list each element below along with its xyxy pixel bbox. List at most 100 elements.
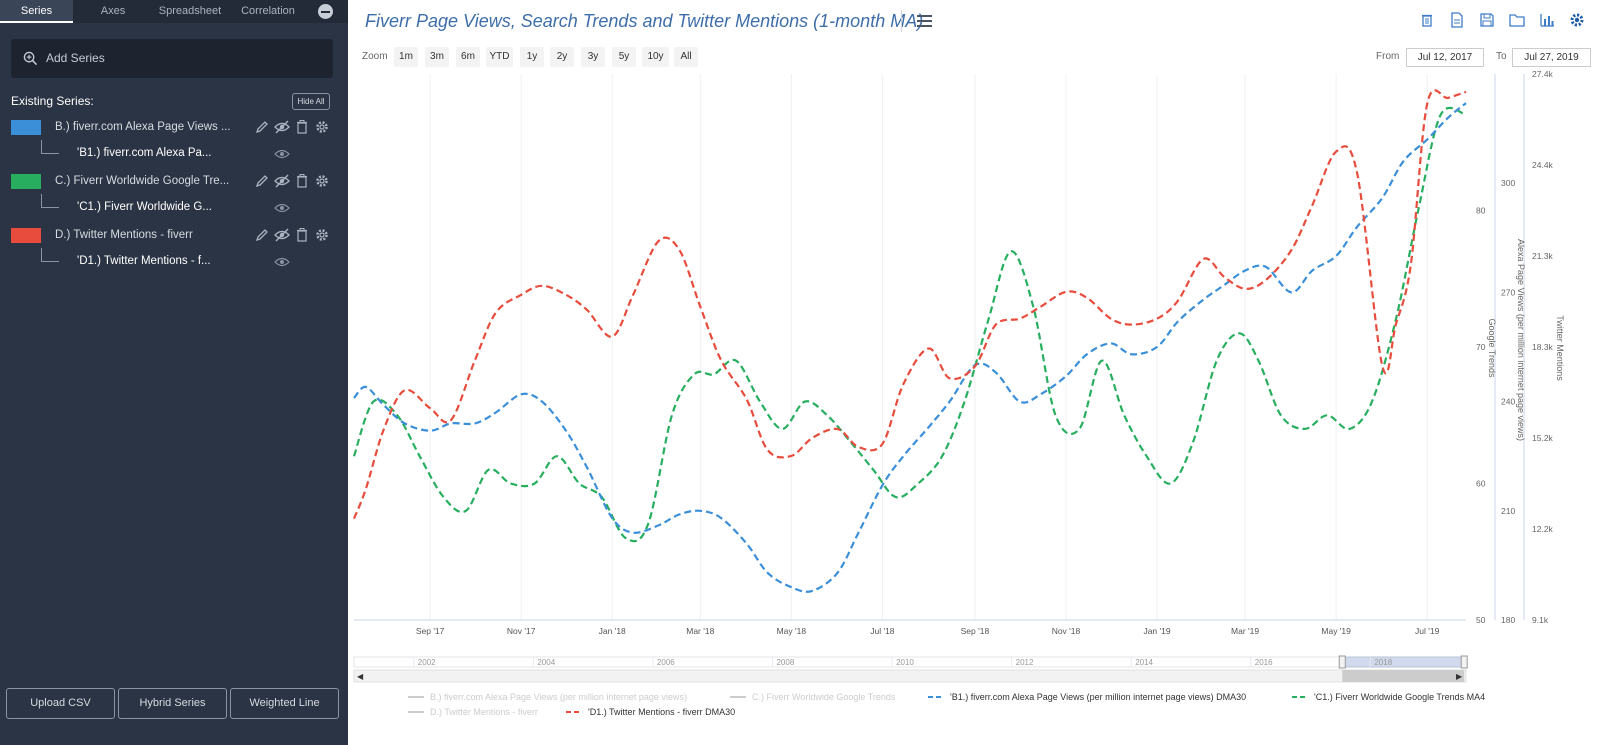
series-line-mentions[interactable] bbox=[352, 89, 1467, 520]
y-tick-label: 15.2k bbox=[1532, 433, 1554, 443]
folder-icon[interactable] bbox=[1509, 12, 1525, 28]
series-line-views[interactable] bbox=[353, 102, 1467, 593]
hide-eye-icon[interactable] bbox=[274, 119, 290, 135]
y-tick-label: 300 bbox=[1501, 178, 1515, 188]
zoom-3y-button[interactable]: 3y bbox=[581, 47, 605, 67]
series-label: C.) Fiverr Worldwide Google Tre... bbox=[55, 175, 230, 187]
legend-item[interactable]: D.) Twitter Mentions - fiverr bbox=[430, 707, 538, 717]
y-tick-label: 270 bbox=[1501, 287, 1515, 297]
bar-chart-icon[interactable] bbox=[1539, 12, 1555, 28]
zoom-1y-button[interactable]: 1y bbox=[520, 47, 544, 67]
series-row-b[interactable]: B.) fiverr.com Alexa Page Views ... bbox=[0, 117, 348, 139]
navigator-scrollbar-thumb[interactable] bbox=[1342, 670, 1465, 682]
x-tick-label: Sep '18 bbox=[961, 626, 990, 636]
series-actions bbox=[254, 173, 334, 189]
x-axis: Sep '17 Nov '17 Jan '18 Mar '18 May '18 Jul '… bbox=[354, 619, 1466, 636]
zoom-all-button[interactable]: All bbox=[674, 47, 698, 67]
visible-eye-icon[interactable] bbox=[274, 147, 290, 161]
navigator[interactable]: 2002 2004 2006 2008 2010 2012 2014 2016 2018 ◀ ▶ bbox=[353, 655, 1468, 683]
zoom-10y-button[interactable]: 10y bbox=[642, 47, 669, 67]
to-label: To bbox=[1496, 51, 1507, 62]
navigator-year-label: 2010 bbox=[896, 658, 914, 667]
from-date-input[interactable] bbox=[1406, 48, 1484, 67]
document-icon[interactable] bbox=[1449, 12, 1465, 28]
series-line-trends[interactable] bbox=[352, 106, 1467, 543]
delete-trash-icon[interactable] bbox=[294, 227, 310, 243]
weighted-line-button[interactable]: Weighted Line bbox=[230, 688, 339, 719]
hamburger-menu-icon[interactable] bbox=[917, 15, 932, 28]
y-tick-label: 80 bbox=[1476, 206, 1486, 216]
x-tick-label: Jan '19 bbox=[1143, 626, 1170, 636]
sub-series-row-c1[interactable]: 'C1.) Fiverr Worldwide G... bbox=[0, 194, 348, 218]
add-series-label: Add Series bbox=[46, 51, 105, 65]
sub-series-label: 'C1.) Fiverr Worldwide G... bbox=[77, 201, 212, 213]
tree-connector bbox=[41, 248, 59, 262]
to-date-input[interactable] bbox=[1512, 48, 1591, 67]
scroll-right-arrow[interactable]: ▶ bbox=[1456, 672, 1463, 681]
hide-eye-icon[interactable] bbox=[274, 227, 290, 243]
visible-eye-icon[interactable] bbox=[274, 255, 290, 269]
y-tick-label: 27.4k bbox=[1532, 70, 1554, 79]
legend-item[interactable]: C.) Fiverr Worldwide Google Trends bbox=[752, 692, 896, 702]
gear-icon[interactable] bbox=[1569, 12, 1585, 28]
y-tick-label: 50 bbox=[1476, 615, 1486, 625]
x-tick-label: Mar '19 bbox=[1231, 626, 1259, 636]
zoom-ytd-button[interactable]: YTD bbox=[486, 47, 513, 67]
legend-item[interactable]: 'C1.) Fiverr Worldwide Google Trends MA4 bbox=[1314, 692, 1485, 702]
legend-item[interactable]: 'B1.) fiverr.com Alexa Page Views (per m… bbox=[950, 692, 1246, 702]
zoom-3m-button[interactable]: 3m bbox=[425, 47, 449, 67]
tab-series[interactable]: Series bbox=[0, 0, 73, 23]
visible-eye-icon[interactable] bbox=[274, 201, 290, 215]
settings-gear-icon[interactable] bbox=[314, 119, 330, 135]
navigator-scrollbar[interactable] bbox=[353, 669, 1467, 683]
sub-series-row-b1[interactable]: 'B1.) fiverr.com Alexa Pa... bbox=[0, 140, 348, 164]
existing-series-heading: Existing Series: bbox=[11, 94, 94, 108]
from-label: From bbox=[1376, 51, 1400, 62]
sub-series-row-d1[interactable]: 'D1.) Twitter Mentions - f... bbox=[0, 248, 348, 272]
hide-all-button[interactable]: Hide All bbox=[292, 93, 330, 110]
sidebar-tabs: Series Axes Spreadsheet Correlation bbox=[0, 0, 348, 23]
legend-item[interactable]: 'D1.) Twitter Mentions - fiverr DMA30 bbox=[588, 707, 735, 717]
hybrid-series-button[interactable]: Hybrid Series bbox=[118, 688, 227, 719]
navigator-selection[interactable] bbox=[1341, 656, 1465, 668]
add-series-button[interactable]: Add Series bbox=[11, 39, 333, 78]
tab-spreadsheet[interactable]: Spreadsheet bbox=[158, 5, 222, 17]
zoom-2y-button[interactable]: 2y bbox=[550, 47, 574, 67]
zoom-6m-button[interactable]: 6m bbox=[456, 47, 480, 67]
navigator-handle[interactable] bbox=[1460, 655, 1468, 669]
navigator-year-label: 2002 bbox=[418, 658, 436, 667]
y-tick-label: 240 bbox=[1501, 397, 1515, 407]
trash-icon[interactable] bbox=[1419, 12, 1435, 28]
delete-trash-icon[interactable] bbox=[294, 119, 310, 135]
edit-pencil-icon[interactable] bbox=[254, 227, 270, 243]
series-color-swatch[interactable] bbox=[11, 120, 41, 135]
search-add-icon bbox=[23, 51, 38, 66]
x-tick-label: Nov '17 bbox=[507, 626, 536, 636]
hide-eye-icon[interactable] bbox=[274, 173, 290, 189]
y-axis-title: Alexa Page Views (per million internet p… bbox=[1516, 239, 1526, 441]
legend-item[interactable]: B.) fiverr.com Alexa Page Views (per mil… bbox=[430, 692, 687, 702]
delete-trash-icon[interactable] bbox=[294, 173, 310, 189]
zoom-1m-button[interactable]: 1m bbox=[394, 47, 418, 67]
series-row-d[interactable]: D.) Twitter Mentions - fiverr bbox=[0, 225, 348, 247]
upload-csv-button[interactable]: Upload CSV bbox=[6, 688, 115, 719]
navigator-year-label: 2006 bbox=[657, 658, 675, 667]
x-tick-label: Jul '18 bbox=[870, 626, 895, 636]
series-color-swatch[interactable] bbox=[11, 228, 41, 243]
settings-gear-icon[interactable] bbox=[314, 173, 330, 189]
edit-pencil-icon[interactable] bbox=[254, 119, 270, 135]
save-icon[interactable] bbox=[1479, 12, 1495, 28]
zoom-label: Zoom bbox=[362, 51, 388, 62]
y-tick-label: 60 bbox=[1476, 479, 1486, 489]
scroll-left-arrow[interactable]: ◀ bbox=[357, 672, 364, 681]
zoom-5y-button[interactable]: 5y bbox=[612, 47, 636, 67]
series-color-swatch[interactable] bbox=[11, 174, 41, 189]
series-row-c[interactable]: C.) Fiverr Worldwide Google Tre... bbox=[0, 171, 348, 193]
collapse-panel-icon[interactable] bbox=[318, 4, 333, 19]
tab-axes[interactable]: Axes bbox=[100, 5, 126, 17]
settings-gear-icon[interactable] bbox=[314, 227, 330, 243]
edit-pencil-icon[interactable] bbox=[254, 173, 270, 189]
tab-correlation[interactable]: Correlation bbox=[241, 5, 295, 17]
legend: B.) fiverr.com Alexa Page Views (per mil… bbox=[408, 692, 1485, 717]
navigator-handle[interactable] bbox=[1338, 655, 1346, 669]
